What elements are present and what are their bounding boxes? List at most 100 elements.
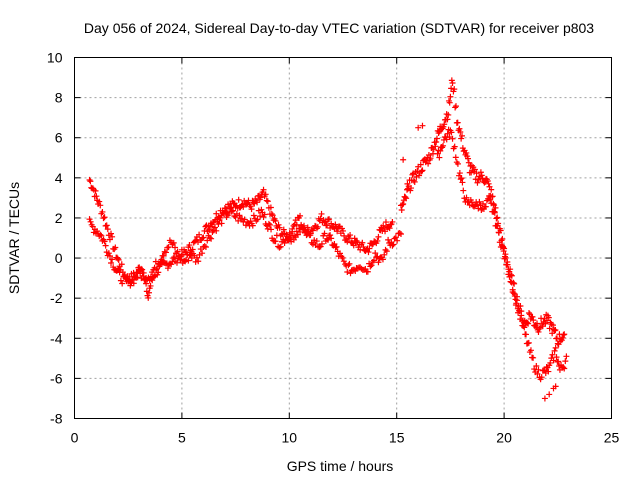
data-point (419, 167, 426, 174)
data-point (158, 256, 165, 263)
data-point (368, 262, 375, 269)
data-point (504, 258, 511, 265)
data-point (448, 129, 455, 136)
data-point (339, 254, 346, 261)
data-point (561, 331, 568, 338)
data-point (326, 216, 333, 223)
data-point (478, 172, 485, 179)
data-point (488, 200, 495, 207)
y-tick-label: 4 (55, 170, 63, 186)
data-point (389, 218, 396, 225)
data-point (471, 166, 478, 173)
data-point (449, 135, 456, 142)
data-point (199, 250, 206, 257)
data-point (170, 239, 177, 246)
data-point (553, 335, 560, 342)
data-point (121, 272, 128, 279)
data-point (524, 319, 531, 326)
data-point (546, 391, 553, 398)
data-point (332, 221, 339, 228)
data-point (268, 226, 275, 233)
data-point (140, 269, 147, 276)
data-point (370, 257, 377, 264)
data-point (441, 121, 448, 128)
data-point (126, 273, 133, 280)
data-point (485, 180, 492, 187)
data-point (452, 104, 459, 111)
data-point (266, 221, 273, 228)
data-point (460, 187, 467, 194)
data-point (552, 383, 559, 390)
data-point (101, 238, 108, 245)
data-point (473, 170, 480, 177)
data-point (533, 362, 540, 369)
data-point (458, 135, 465, 142)
data-point (510, 290, 517, 297)
data-point (550, 357, 557, 364)
data-point (240, 203, 247, 210)
data-point (86, 216, 93, 223)
data-point (484, 177, 491, 184)
y-tick-label: 6 (55, 130, 63, 146)
data-point (545, 314, 552, 321)
data-point (147, 273, 154, 280)
data-point (174, 248, 181, 255)
data-point (465, 159, 472, 166)
data-point (494, 214, 501, 221)
y-tick-label: 0 (55, 250, 63, 266)
data-point (547, 359, 554, 366)
data-point (465, 155, 472, 162)
data-point (134, 274, 141, 281)
data-point (503, 261, 510, 268)
data-point (399, 201, 406, 208)
data-point (199, 235, 206, 242)
data-point (208, 223, 215, 230)
data-point (474, 179, 481, 186)
data-point (101, 214, 108, 221)
data-point (517, 302, 524, 309)
data-point (444, 130, 451, 137)
data-point (479, 175, 486, 182)
x-tick-label: 10 (282, 430, 298, 446)
data-point (375, 233, 382, 240)
data-point (87, 178, 94, 185)
data-point (366, 245, 373, 252)
data-point (169, 241, 176, 248)
data-point (495, 229, 502, 236)
data-point (535, 366, 542, 373)
data-point (549, 351, 556, 358)
data-point (277, 243, 284, 250)
data-point (108, 260, 115, 267)
data-point (499, 235, 506, 242)
data-point (448, 85, 455, 92)
data-point (364, 268, 371, 275)
data-point (380, 222, 387, 229)
data-point (92, 187, 99, 194)
data-point (115, 266, 122, 273)
data-point (452, 103, 459, 110)
data-point (143, 280, 150, 287)
data-point (258, 206, 265, 213)
data-point (177, 256, 184, 263)
data-point (451, 143, 458, 150)
data-point (534, 370, 541, 377)
data-point (398, 206, 405, 213)
data-point (302, 227, 309, 234)
data-point (87, 218, 94, 225)
x-tick-label: 20 (496, 430, 512, 446)
data-point (353, 237, 360, 244)
data-point (437, 147, 444, 154)
data-point (436, 154, 443, 161)
data-point (501, 255, 508, 262)
data-point (463, 194, 470, 201)
data-point (386, 225, 393, 232)
data-point (494, 222, 501, 229)
data-point (93, 193, 100, 200)
data-point (456, 125, 463, 132)
data-point (114, 255, 121, 262)
data-point (145, 289, 152, 296)
data-point (250, 212, 257, 219)
data-point (318, 210, 325, 217)
data-point (382, 246, 389, 253)
data-point (530, 354, 537, 361)
